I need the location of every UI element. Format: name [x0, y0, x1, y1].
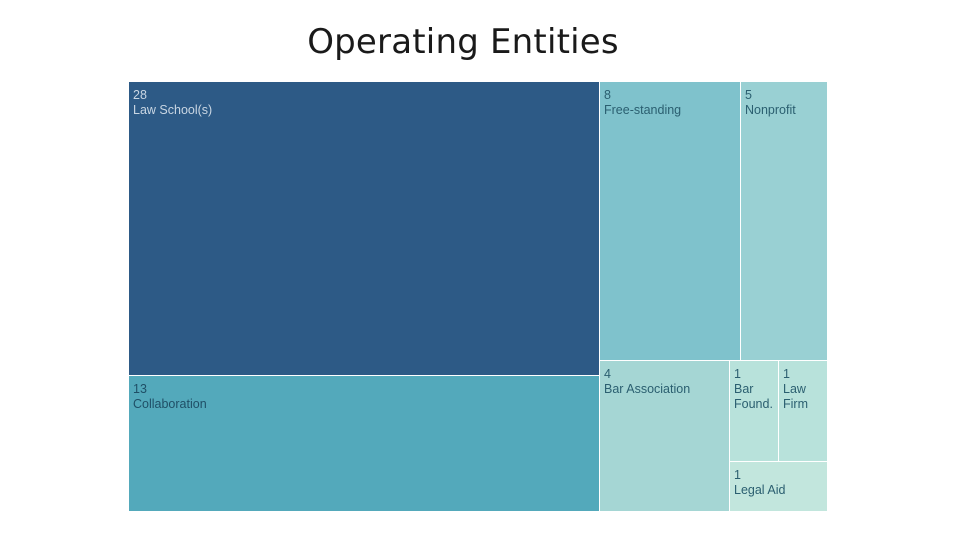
- treemap-cell-bar-found: 1 Bar Found.: [730, 361, 779, 462]
- treemap-cell-value: 5: [745, 88, 752, 102]
- treemap-cell-label: 1 Legal Aid: [734, 468, 785, 498]
- treemap-cell-name: Law School(s): [133, 103, 213, 117]
- treemap-cell-bar-association: 4 Bar Association: [600, 361, 730, 512]
- treemap-cell-name: Collaboration: [133, 397, 207, 411]
- treemap-cell-name: Free-standing: [604, 103, 682, 117]
- treemap-cell-value: 4: [604, 367, 611, 381]
- treemap-cell-law-firm: 1 Law Firm: [779, 361, 828, 462]
- treemap-chart: 28 Law School(s) 13 Collaboration 8 Free-stan…: [129, 82, 828, 512]
- treemap-cell-name: Legal Aid: [734, 483, 786, 497]
- treemap-cell-law-school-s: 28 Law School(s): [129, 82, 600, 376]
- treemap-cell-collaboration: 13 Collaboration: [129, 376, 600, 512]
- treemap-cell-legal-aid: 1 Legal Aid: [730, 462, 828, 512]
- treemap-cell-name: Nonprofit: [745, 103, 796, 117]
- treemap-cell-value: 28: [133, 88, 147, 102]
- treemap-cell-label: 13 Collaboration: [133, 382, 207, 412]
- treemap-cell-value: 13: [133, 382, 147, 396]
- treemap-cell-value: 1: [783, 367, 790, 381]
- treemap-cell-label: 8 Free-standing: [604, 88, 681, 118]
- treemap-cell-value: 1: [734, 367, 741, 381]
- treemap-cell-name: Bar Found.: [734, 382, 773, 411]
- treemap-cell-label: 28 Law School(s): [133, 88, 212, 118]
- treemap-cell-free-standing: 8 Free-standing: [600, 82, 741, 361]
- treemap-cell-value: 8: [604, 88, 611, 102]
- treemap-cell-label: 1 Law Firm: [783, 367, 824, 412]
- treemap-cell-value: 1: [734, 468, 741, 482]
- treemap-cell-name: Law Firm: [783, 382, 808, 411]
- treemap-cell-label: 4 Bar Association: [604, 367, 690, 397]
- slide-title: Operating Entities: [307, 22, 619, 62]
- treemap-cell-name: Bar Association: [604, 382, 691, 396]
- treemap-cell-nonprofit: 5 Nonprofit: [741, 82, 828, 361]
- treemap-cell-label: 1 Bar Found.: [734, 367, 775, 412]
- treemap-cell-label: 5 Nonprofit: [745, 88, 796, 118]
